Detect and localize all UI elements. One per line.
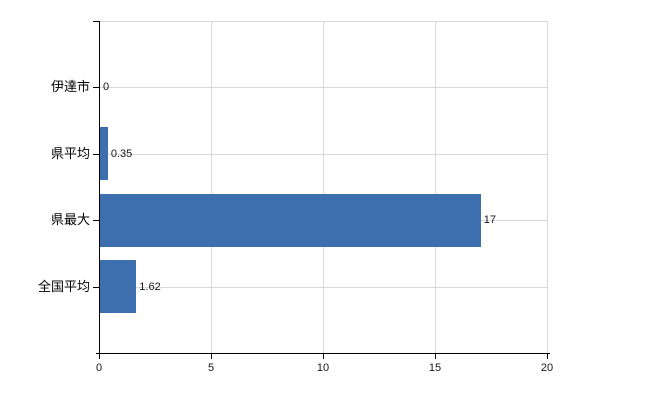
category-label: 全国平均 [37,278,90,294]
y-axis-line [99,21,100,353]
value-label: 0 [103,81,110,94]
x-tick-label: 0 [95,362,103,374]
gridline-vertical [323,21,324,353]
category-label: 伊達市 [50,79,90,95]
x-tick-label: 20 [540,362,554,374]
value-label: 0.35 [110,147,133,160]
gridline-vertical [547,21,548,353]
y-tick-mark [93,220,99,222]
value-label: 17 [483,214,497,227]
y-tick-mark [93,153,99,155]
gridline-vertical [435,21,436,353]
y-tick-mark [93,286,99,288]
bar [100,260,137,314]
y-tick-mark [93,87,99,89]
category-label: 県平均 [50,145,90,161]
bar [100,193,481,247]
y-tick-mark [93,21,99,22]
x-tick-mark [547,353,548,359]
gridline-vertical [211,21,212,353]
x-tick-label: 15 [428,362,442,374]
x-tick-mark [99,353,100,359]
value-label: 1.62 [139,280,161,293]
bar [100,127,108,181]
x-tick-mark [323,353,324,359]
x-tick-label: 10 [316,362,330,374]
category-label: 県最大 [50,212,90,228]
x-tick-label: 5 [207,362,215,374]
x-tick-mark [435,353,436,359]
x-tick-mark [211,353,212,359]
